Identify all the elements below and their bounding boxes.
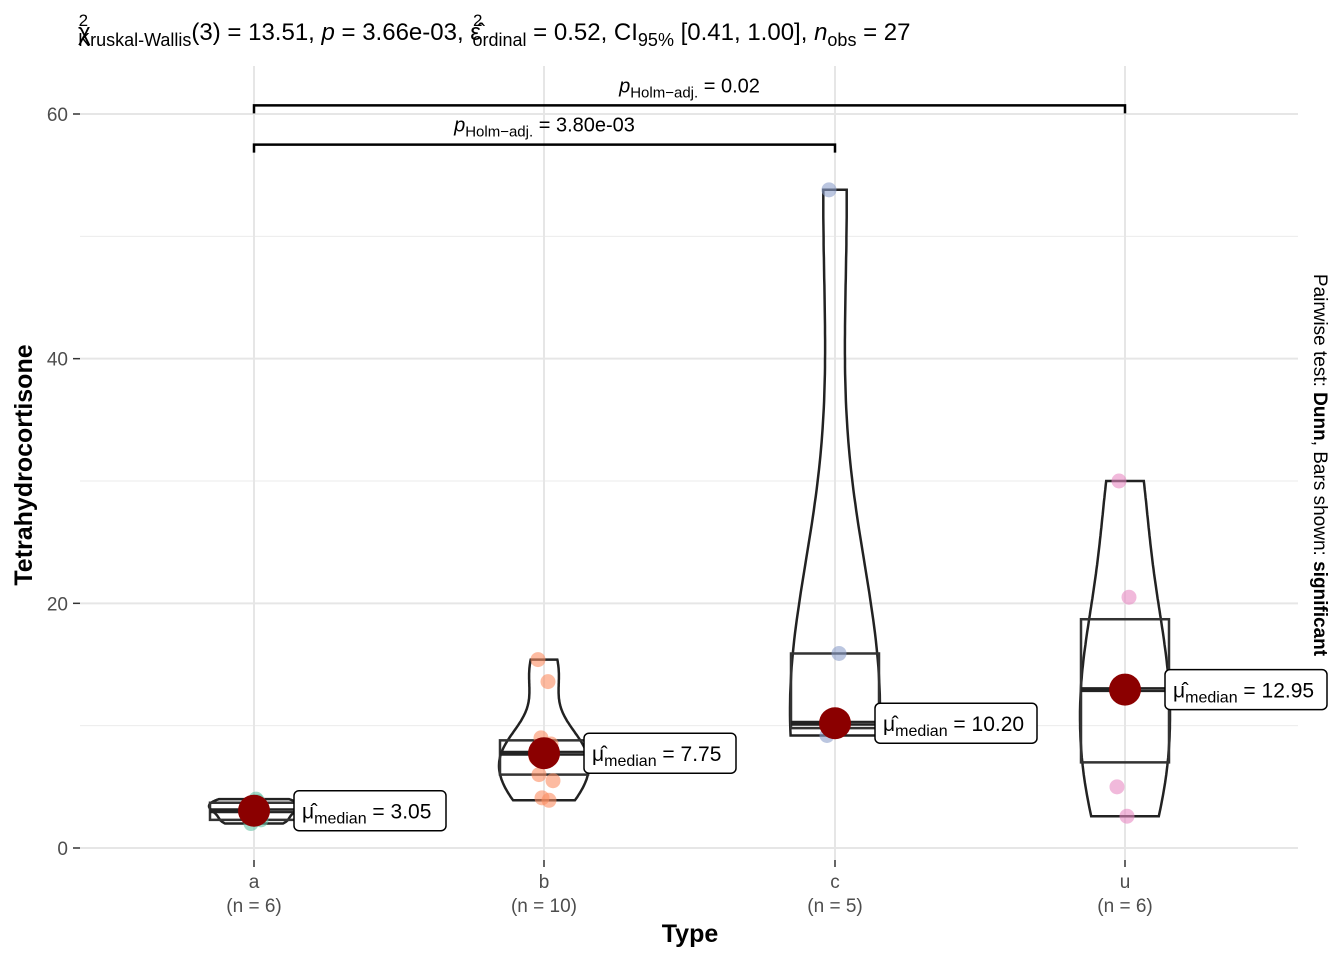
median-value: = 7.75: [657, 743, 722, 766]
median-label-box-c: [874, 702, 1038, 744]
effect-sup: 2: [473, 11, 482, 30]
median-value: = 10.20: [948, 713, 1024, 736]
data-point-u: [1109, 779, 1125, 795]
data-point-b: [545, 773, 561, 789]
bracket-a-u: [252, 104, 1127, 114]
median-value: = 3.05: [367, 801, 432, 824]
median-sub: median: [895, 723, 947, 740]
data-point-b: [540, 674, 556, 690]
bracket-p-value: = 0.02: [698, 75, 760, 97]
median-label-box-a: [293, 789, 447, 832]
x-tick-count-label: (n = 6): [1097, 896, 1152, 917]
median-symbol: μ̂: [1173, 680, 1189, 703]
median-point-c: [819, 707, 851, 740]
median-sub: median: [314, 811, 366, 828]
n-sub: obs: [827, 30, 856, 50]
median-label-box-b: [583, 732, 737, 774]
y-tick-label: 60: [47, 105, 68, 126]
x-axis-title: Type: [662, 920, 719, 948]
effect-sub: ordinal: [472, 30, 526, 50]
stat-sup: 2: [79, 11, 88, 30]
y-tick-label: 40: [47, 350, 68, 371]
y-tick-label: 20: [47, 594, 68, 615]
bracket-a-c: [252, 143, 837, 153]
violin-a: [207, 797, 301, 825]
caption-part-4: significant: [1309, 561, 1330, 657]
data-point-u: [1121, 589, 1137, 605]
stat-sub: Kruskal-Wallis: [78, 30, 191, 50]
median-label-b: μ̂median = 7.75: [592, 743, 721, 770]
x-tick-label: b: [539, 872, 550, 893]
n-symbol: n: [814, 19, 827, 46]
x-tick-count-label: (n = 6): [226, 896, 281, 917]
bracket-p-symbol: p: [453, 115, 465, 137]
caption-part-2: Dunn: [1309, 392, 1330, 441]
data-point-b: [534, 790, 550, 806]
data-point-b: [531, 767, 547, 783]
median-value: = 12.95: [1238, 680, 1314, 703]
caption-part-1: Pairwise test:: [1309, 274, 1330, 392]
x-tick-label: c: [830, 872, 840, 893]
median-label-c: μ̂median = 10.20: [883, 713, 1024, 740]
x-tick-count-label: (n = 10): [511, 896, 577, 917]
median-point-a: [238, 794, 270, 827]
data-point-c: [821, 182, 837, 198]
bracket-p-sub: Holm−adj.: [465, 124, 533, 141]
bracket-p-value: = 3.80e-03: [533, 115, 635, 137]
median-sub: median: [604, 753, 656, 770]
median-symbol: μ̂: [592, 743, 608, 766]
data-point-u: [1111, 473, 1127, 489]
median-point-u: [1109, 673, 1141, 706]
median-label-u: μ̂median = 12.95: [1173, 680, 1314, 707]
chart-subtitle: χ2 Kruskal-Wallis(3) = 13.51, p = 3.66e-0…: [78, 11, 911, 50]
bracket-label-a-c: pHolm−adj. = 3.80e-03: [453, 115, 635, 141]
bracket-label-a-u: pHolm−adj. = 0.02: [618, 75, 760, 101]
p-value: = 3.66e-03,: [335, 19, 470, 46]
median-label-a: μ̂median = 3.05: [302, 801, 431, 828]
x-tick-label: u: [1120, 872, 1131, 893]
y-axis-title: Tetrahydrocortisone: [10, 344, 38, 585]
caption-part-3: , Bars shown:: [1309, 441, 1330, 561]
x-tick-label: a: [249, 872, 260, 893]
median-point-b: [528, 737, 560, 770]
bracket-p-symbol: p: [618, 75, 630, 97]
ci-value: [0.41, 1.00],: [674, 19, 814, 46]
n-value: = 27: [856, 19, 910, 46]
effect-value: = 0.52, CI: [527, 19, 638, 46]
data-point-b: [530, 652, 546, 668]
stat-symbol: χ: [78, 19, 91, 46]
median-sub: median: [1185, 690, 1237, 707]
data-point-u: [1119, 808, 1135, 824]
median-symbol: μ̂: [883, 713, 899, 736]
p-symbol: p: [321, 19, 335, 46]
y-tick-label: 0: [57, 839, 68, 860]
median-label-box-u: [1164, 668, 1328, 711]
data-point-c: [831, 645, 847, 661]
median-symbol: μ̂: [302, 801, 318, 824]
stat-df: (3) = 13.51,: [191, 19, 321, 46]
x-tick-count-label: (n = 5): [807, 896, 862, 917]
ci-sub: 95%: [638, 30, 674, 50]
pairwise-caption: Pairwise test: Dunn, Bars shown: signifi…: [1309, 274, 1330, 657]
median-markers: μ̂median = 3.05μ̂median = 7.75μ̂median =…: [238, 668, 1328, 832]
axes: 0 20 40 60 a (n = 6) b (n = 10) c (n = 5) u (n = 6): [47, 105, 1153, 917]
bracket-p-sub: Holm−adj.: [630, 84, 698, 101]
